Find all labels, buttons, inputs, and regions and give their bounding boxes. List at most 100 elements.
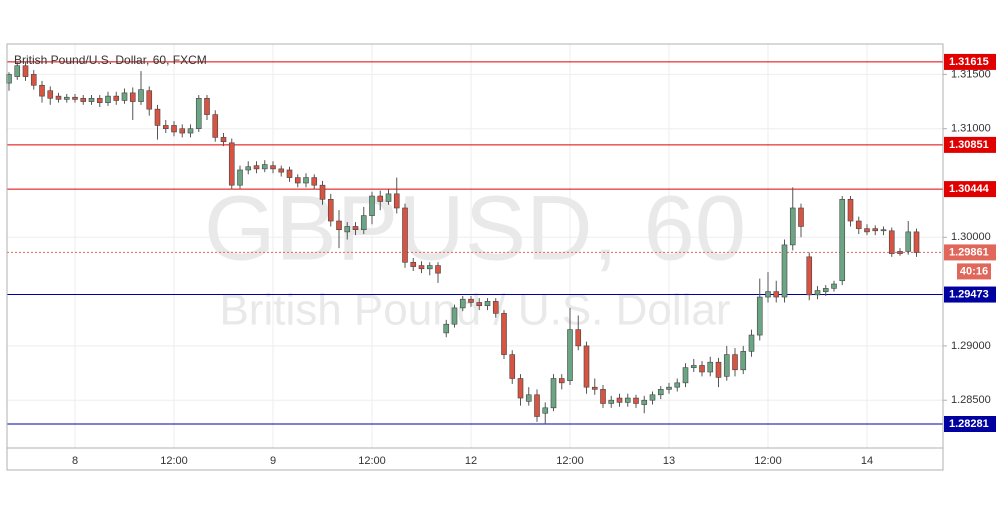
candle-body xyxy=(468,298,474,303)
candle-body xyxy=(855,220,862,229)
candle-body xyxy=(195,98,202,130)
countdown-box xyxy=(957,263,991,280)
candle-body xyxy=(740,351,747,371)
candles xyxy=(6,61,920,425)
candle-body xyxy=(822,288,829,292)
candle-body xyxy=(641,399,648,405)
x-tick-label: 12:00 xyxy=(754,455,782,467)
candle-body xyxy=(847,199,854,222)
candle-body xyxy=(344,226,351,233)
watermark-subtitle: British Pound / U.S. Dollar xyxy=(219,286,730,335)
candle-body xyxy=(385,193,392,202)
x-tick-label: 9 xyxy=(270,455,276,467)
candle-body xyxy=(162,125,169,130)
watermark: GBPUSD, 60 xyxy=(204,177,746,279)
candle-body xyxy=(105,95,111,103)
last-price-box xyxy=(944,244,996,261)
x-tick-label: 12:00 xyxy=(358,455,386,467)
candle-body xyxy=(657,389,664,396)
candle-body xyxy=(319,184,326,200)
candle-body xyxy=(831,283,837,289)
candle-body xyxy=(880,229,887,232)
candle-body xyxy=(39,84,45,97)
candle-body xyxy=(14,65,21,77)
candle-body xyxy=(377,195,384,202)
candle-body xyxy=(146,90,153,110)
x-tick-label: 12:00 xyxy=(160,455,188,467)
candle-body xyxy=(723,354,730,377)
candle-body xyxy=(393,193,400,209)
candle-body xyxy=(294,177,301,184)
candle-body xyxy=(245,166,252,171)
candle-body xyxy=(327,199,334,222)
candle-body xyxy=(187,128,194,134)
countdown-label: 40:16 xyxy=(960,265,988,277)
candle-body xyxy=(129,92,136,102)
x-tick-label: 13 xyxy=(663,455,675,467)
candle-body xyxy=(839,199,846,282)
candle-body xyxy=(765,291,771,298)
candle-body xyxy=(773,291,780,298)
level-label-box xyxy=(944,181,996,198)
candle-body xyxy=(666,386,672,390)
level-label: 1.28281 xyxy=(949,418,989,430)
level-label: 1.30444 xyxy=(949,183,990,195)
candle-body xyxy=(212,114,219,138)
candle-body xyxy=(534,394,540,417)
candle-body xyxy=(352,226,359,231)
candle-body xyxy=(616,397,623,403)
level-label: 1.30851 xyxy=(949,139,989,151)
candle-body xyxy=(80,98,87,102)
level-label-box xyxy=(944,136,996,153)
candle-body xyxy=(303,177,309,184)
y-tick-label: 1.30000 xyxy=(951,231,991,243)
candle-body xyxy=(88,98,95,102)
x-tick-label: 8 xyxy=(72,455,78,467)
candle-body xyxy=(575,329,582,347)
candle-body xyxy=(253,165,260,170)
candle-body xyxy=(715,361,722,378)
candle-body xyxy=(542,407,549,414)
candle-body xyxy=(608,399,615,404)
y-tick-label: 1.29000 xyxy=(951,340,991,352)
level-label: 1.29473 xyxy=(949,288,989,300)
y-tick-label: 1.28500 xyxy=(951,394,991,406)
chart-title: British Pound/U.S. Dollar, 60, FXCM xyxy=(14,53,207,67)
candle-body xyxy=(550,378,557,409)
candle-body xyxy=(360,215,367,231)
candle-body xyxy=(72,96,78,100)
candle-body xyxy=(278,168,285,173)
candle-body xyxy=(905,231,912,252)
candle-body xyxy=(624,397,631,403)
candle-body xyxy=(154,108,161,126)
candle-body xyxy=(476,302,483,307)
candle-body xyxy=(492,301,499,314)
candle-body xyxy=(311,177,318,186)
candle-body xyxy=(410,261,417,267)
candle-body xyxy=(451,307,458,325)
candle-body xyxy=(220,137,227,143)
candle-body xyxy=(674,382,681,388)
candle-body xyxy=(699,365,705,373)
candle-body xyxy=(336,220,342,231)
level-label: 1.31615 xyxy=(949,56,989,68)
candle-body xyxy=(237,169,243,186)
candle-body xyxy=(567,329,573,381)
candle-body xyxy=(690,365,697,368)
candle-body xyxy=(418,265,425,270)
candle-body xyxy=(872,228,879,232)
candle-body xyxy=(501,313,507,355)
last-price-label: 1.29861 xyxy=(949,246,989,258)
candle-body xyxy=(789,207,796,246)
candle-body xyxy=(138,89,144,102)
candle-body xyxy=(55,95,62,100)
candle-body xyxy=(228,142,235,186)
candle-body xyxy=(484,301,491,307)
x-tick-label: 12 xyxy=(465,455,477,467)
candle-body xyxy=(369,195,375,216)
candle-body xyxy=(443,323,450,334)
candle-body xyxy=(261,164,268,170)
candle-body xyxy=(649,394,656,401)
candle-body xyxy=(806,256,813,296)
